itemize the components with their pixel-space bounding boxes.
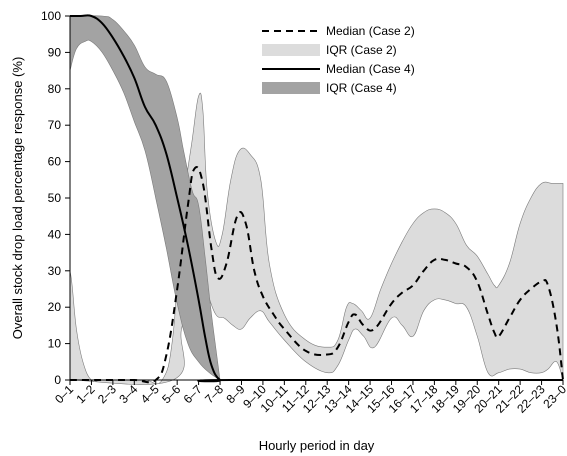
y-tick-label: 40 — [48, 227, 62, 241]
iqr-bands — [69, 15, 564, 385]
y-tick-label: 100 — [41, 9, 61, 23]
legend-label-median-case2: Median (Case 2) — [326, 24, 415, 38]
legend-swatch-iqr-case2 — [262, 44, 320, 56]
y-tick-label: 30 — [48, 264, 62, 278]
x-tick-label: 7–8 — [202, 382, 226, 406]
x-tick-label: 1–2 — [73, 382, 97, 406]
y-tick-label: 0 — [54, 373, 61, 387]
x-tick-label: 6–7 — [181, 382, 205, 406]
y-tick-label: 60 — [48, 155, 62, 169]
legend-label-median-case4: Median (Case 4) — [326, 62, 415, 76]
band-iqr-case-2 — [69, 92, 564, 385]
legend-label-iqr-case4: IQR (Case 4) — [326, 81, 397, 95]
y-tick-label: 50 — [48, 191, 62, 205]
x-axis-title: Hourly period in day — [259, 438, 375, 453]
line-median-case-2 — [69, 166, 564, 384]
x-tick-label: 4–5 — [138, 382, 162, 406]
legend-swatch-iqr-case4 — [262, 82, 320, 94]
x-tick-label: 2–3 — [95, 382, 119, 406]
legend-label-iqr-case2: IQR (Case 2) — [326, 43, 397, 57]
y-axis-title: Overall stock drop load percentage respo… — [10, 57, 25, 340]
median-lines — [69, 14, 564, 384]
y-tick-label: 20 — [48, 300, 62, 314]
x-tick-label: 23–0 — [540, 382, 567, 411]
x-tick-label: 3–4 — [116, 382, 140, 406]
y-tick-label: 90 — [48, 45, 62, 59]
y-tick-label: 10 — [48, 337, 62, 351]
legend: Median (Case 2) IQR (Case 2) Median (Cas… — [262, 24, 415, 95]
line-median-case-4 — [69, 14, 563, 383]
y-tick-label: 70 — [48, 118, 62, 132]
x-tick-label: 5–6 — [159, 382, 183, 406]
band-iqr-case-4 — [69, 15, 221, 381]
y-tick-label: 80 — [48, 82, 62, 96]
